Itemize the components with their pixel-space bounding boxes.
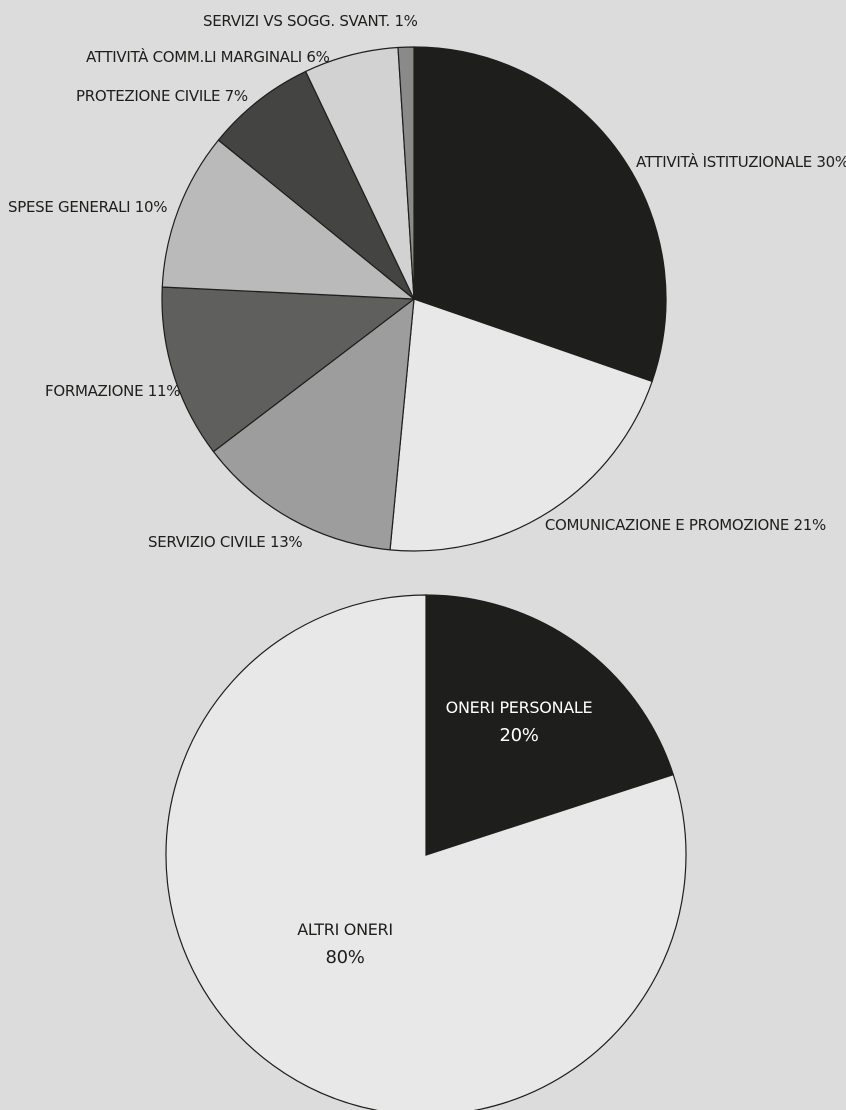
pie-slice-altri-oneri [165,594,687,1110]
slice-value-oneri-personale: 20% [499,725,538,746]
slice-label-protezione-civile-7: PROTEZIONE CIVILE 7% [76,87,248,105]
pie-slice-servizio-civile-13 [212,297,415,551]
pie-chart-personnel-costs: ONERI PERSONALE 20% ALTRI ONERI 80% [165,594,687,1110]
slice-label-formazione-11: FORMAZIONE 11% [45,382,180,400]
slice-label-servizi-vs-sogg-svant-1: SERVIZI VS SOGG. SVANT. 1% [203,12,418,30]
pie-slice-oneri-personale [425,594,675,856]
slice-label-servizio-civile-13: SERVIZIO CIVILE 13% [148,533,302,551]
slice-label-oneri-personale: ONERI PERSONALE [446,698,593,717]
slice-label-altri-oneri: ALTRI ONERI [297,920,393,939]
pie-slice-attivit-istituzionale-30 [413,46,667,383]
pie-slice-comunicazione-e-promozione-21 [389,298,653,552]
pie-slice-servizi-vs-sogg-svant-1 [397,46,415,300]
pie-slice-formazione-11 [161,286,416,453]
slice-label-attivit-comm-li-marginali-6: ATTIVITÀ COMM.LI MARGINALI 6% [86,47,330,66]
slice-label-attivit-istituzionale-30: ATTIVITÀ ISTITUZIONALE 30% [636,152,846,171]
slice-label-spese-generali-10: SPESE GENERALI 10% [8,198,167,216]
slice-value-altri-oneri: 80% [325,947,364,968]
pie-chart-expense-breakdown: ATTIVITÀ ISTITUZIONALE 30% COMUNICAZIONE … [8,12,846,552]
pie-slice-spese-generali-10 [161,139,416,300]
slice-label-comunicazione-e-promozione-21: COMUNICAZIONE E PROMOZIONE 21% [545,516,826,534]
pie-slice-protezione-civile-7 [217,70,415,300]
